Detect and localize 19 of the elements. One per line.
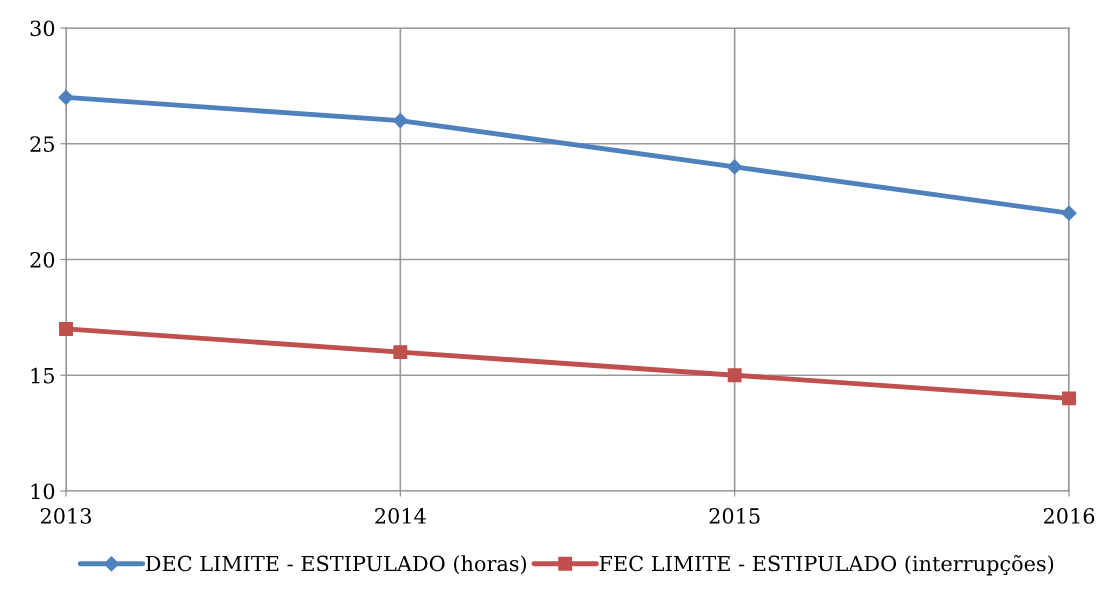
- y-tick-label: 15: [31, 367, 54, 384]
- y-tick-label: 20: [30, 251, 55, 268]
- point: [392, 113, 408, 129]
- point: [59, 322, 73, 336]
- legend-label: DEC LIMITE - ESTIPULADO (horas): [145, 555, 527, 575]
- x-tick-label: 2013: [40, 508, 91, 524]
- x-tick-label: 2014: [375, 508, 426, 524]
- point: [58, 89, 74, 106]
- point: [1062, 391, 1076, 406]
- point: [727, 159, 743, 175]
- point: [727, 368, 742, 383]
- x-tick-label: 2016: [1043, 508, 1095, 524]
- y-tick-label: 25: [30, 136, 54, 152]
- y-tick-label: 30: [30, 20, 55, 37]
- y-tick-label: 10: [31, 483, 55, 500]
- point: [393, 345, 408, 360]
- x-tick-label: 2015: [709, 508, 760, 524]
- legend-label: FEC LIMITE - ESTIPULADO (interrupções): [599, 554, 1054, 576]
- point: [1061, 205, 1077, 221]
